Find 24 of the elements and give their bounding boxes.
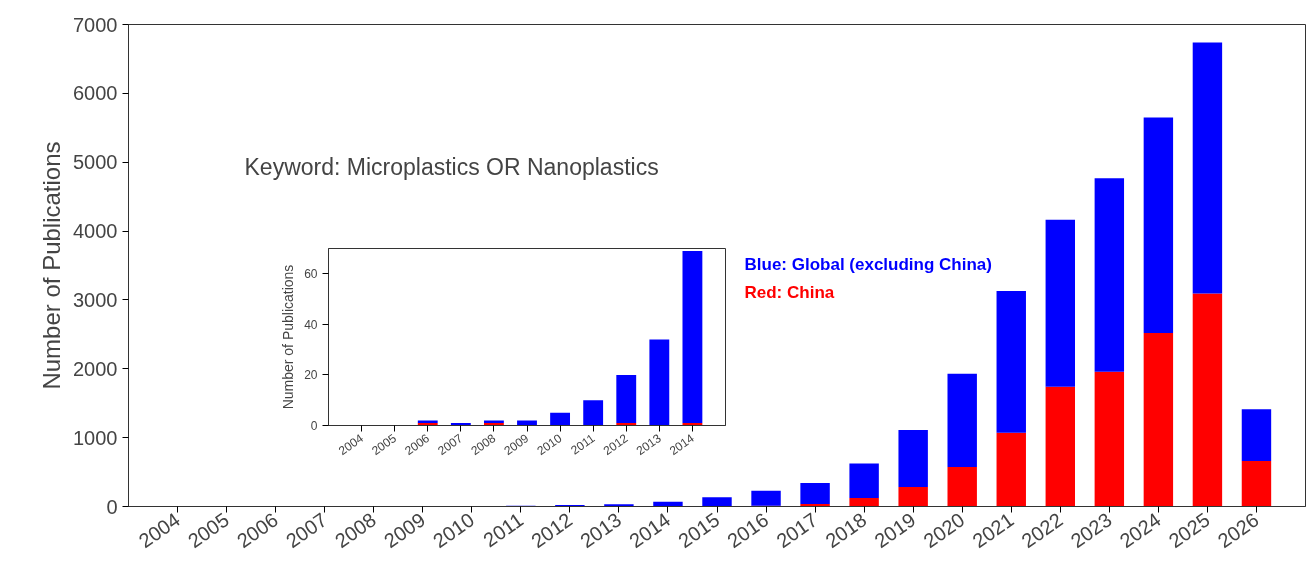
y-tick-label: 0: [310, 419, 318, 433]
y-tick-label: 40: [304, 317, 318, 332]
y-tick-label: 2000: [73, 357, 118, 380]
y-axis-title: Number of Publications: [280, 264, 297, 410]
x-tick-label: 2009: [379, 508, 430, 553]
y-tick-label: 5000: [73, 151, 118, 174]
y-axis-title: Number of Publications: [38, 141, 66, 390]
x-tick-label: 2011: [479, 508, 528, 552]
y-tick-label: 0: [106, 495, 118, 518]
text: Red: China: [744, 283, 835, 302]
x-tick-label: 2019: [870, 508, 920, 553]
y-tick-label: 60: [304, 267, 318, 282]
y-tick-label: 6000: [73, 82, 118, 105]
y-tick-label: 4000: [73, 220, 118, 243]
series-label: Blue: Global (excluding China): [744, 255, 992, 274]
x-tick-label: 2020: [919, 508, 969, 553]
x-tick-label: 2010: [429, 508, 479, 553]
y-tick-label: 7000: [73, 13, 118, 36]
y-tick-label: 3000: [73, 288, 118, 311]
y-tick-label: 1000: [73, 426, 118, 449]
x-tick-label: 2011: [568, 430, 598, 458]
y-tick-label: 20: [304, 368, 318, 383]
annotation: Keyword: Microplastics OR Nanoplastics: [244, 153, 659, 180]
x-tick-label: 2021: [968, 508, 1018, 553]
